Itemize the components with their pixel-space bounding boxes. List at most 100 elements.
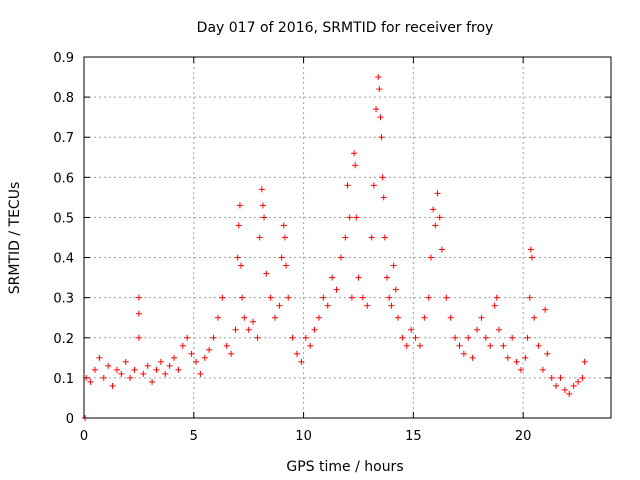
data-point — [113, 366, 120, 373]
data-point — [232, 326, 239, 333]
data-point — [149, 378, 156, 385]
data-point — [320, 294, 327, 301]
data-point — [241, 314, 248, 321]
data-point — [370, 182, 377, 189]
x-tick-label: 20 — [515, 429, 532, 444]
y-tick-label: 0.7 — [53, 131, 74, 146]
data-point — [258, 186, 265, 193]
data-point — [531, 314, 538, 321]
data-point — [171, 354, 178, 361]
y-tick-label: 0.4 — [53, 252, 74, 267]
data-point — [379, 174, 386, 181]
data-point — [509, 334, 516, 341]
data-point — [378, 134, 385, 141]
data-point — [192, 358, 199, 365]
data-point — [386, 294, 393, 301]
data-point — [432, 222, 439, 229]
data-point — [412, 334, 419, 341]
data-point — [548, 374, 555, 381]
data-point — [122, 358, 129, 365]
data-point — [281, 234, 288, 241]
data-point — [364, 302, 371, 309]
data-point — [289, 334, 296, 341]
data-point — [500, 342, 507, 349]
data-point — [135, 294, 142, 301]
data-point — [105, 362, 112, 369]
data-point — [91, 366, 98, 373]
data-point — [245, 326, 252, 333]
data-point — [188, 350, 195, 357]
data-point — [333, 286, 340, 293]
data-point — [581, 358, 588, 365]
data-point — [256, 234, 263, 241]
data-point — [561, 386, 568, 393]
data-point — [390, 262, 397, 269]
data-point — [293, 350, 300, 357]
data-point — [219, 294, 226, 301]
data-point — [263, 270, 270, 277]
data-point — [438, 246, 445, 253]
data-point — [368, 234, 375, 241]
data-point — [254, 334, 261, 341]
x-tick-label: 15 — [405, 429, 422, 444]
data-point — [261, 214, 268, 221]
data-point — [487, 342, 494, 349]
data-point — [235, 222, 242, 229]
data-point — [430, 206, 437, 213]
data-point — [544, 350, 551, 357]
data-point — [311, 326, 318, 333]
data-point — [392, 286, 399, 293]
data-point — [353, 214, 360, 221]
data-point — [465, 334, 472, 341]
y-axis-label: SRMTID / TECUs — [7, 182, 23, 295]
data-point — [376, 86, 383, 93]
data-point — [153, 366, 160, 373]
data-point — [527, 246, 534, 253]
data-point — [416, 342, 423, 349]
data-point — [267, 294, 274, 301]
y-tick-label: 0.9 — [53, 51, 74, 66]
data-point — [447, 314, 454, 321]
data-point — [166, 362, 173, 369]
data-point — [131, 366, 138, 373]
data-point — [346, 214, 353, 221]
data-point — [223, 342, 230, 349]
data-point — [135, 334, 142, 341]
data-point — [210, 334, 217, 341]
data-point — [539, 366, 546, 373]
tick-labels: 0 0.1 0.2 0.3 0.4 0.5 0.6 0.7 0.8 0.9 0 5 10 15 20 — [53, 51, 531, 444]
data-point — [522, 354, 529, 361]
data-point — [452, 334, 459, 341]
data-point — [298, 358, 305, 365]
data-point — [403, 342, 410, 349]
data-point — [342, 234, 349, 241]
data-point — [175, 366, 182, 373]
y-tick-label: 0.8 — [53, 91, 74, 106]
data-point — [456, 342, 463, 349]
chart-title: Day 017 of 2016, SRMTID for receiver fro… — [197, 20, 494, 36]
data-point — [421, 314, 428, 321]
data-point — [135, 310, 142, 317]
data-point — [377, 114, 384, 121]
x-tick-label: 0 — [80, 429, 88, 444]
data-point — [408, 326, 415, 333]
x-tick-label: 10 — [295, 429, 312, 444]
data-point — [517, 366, 524, 373]
data-point — [144, 362, 151, 369]
data-point — [197, 370, 204, 377]
data-point — [491, 302, 498, 309]
y-tick-label: 0.5 — [53, 211, 74, 226]
y-tick-label: 0.3 — [53, 292, 74, 307]
data-point — [460, 350, 467, 357]
data-point — [329, 274, 336, 281]
data-point — [535, 342, 542, 349]
data-point — [443, 294, 450, 301]
data-point — [302, 334, 309, 341]
data-point — [351, 150, 358, 157]
data-point — [109, 382, 116, 389]
data-point — [201, 354, 208, 361]
data-point — [206, 346, 213, 353]
data-point — [482, 334, 489, 341]
data-point — [570, 382, 577, 389]
